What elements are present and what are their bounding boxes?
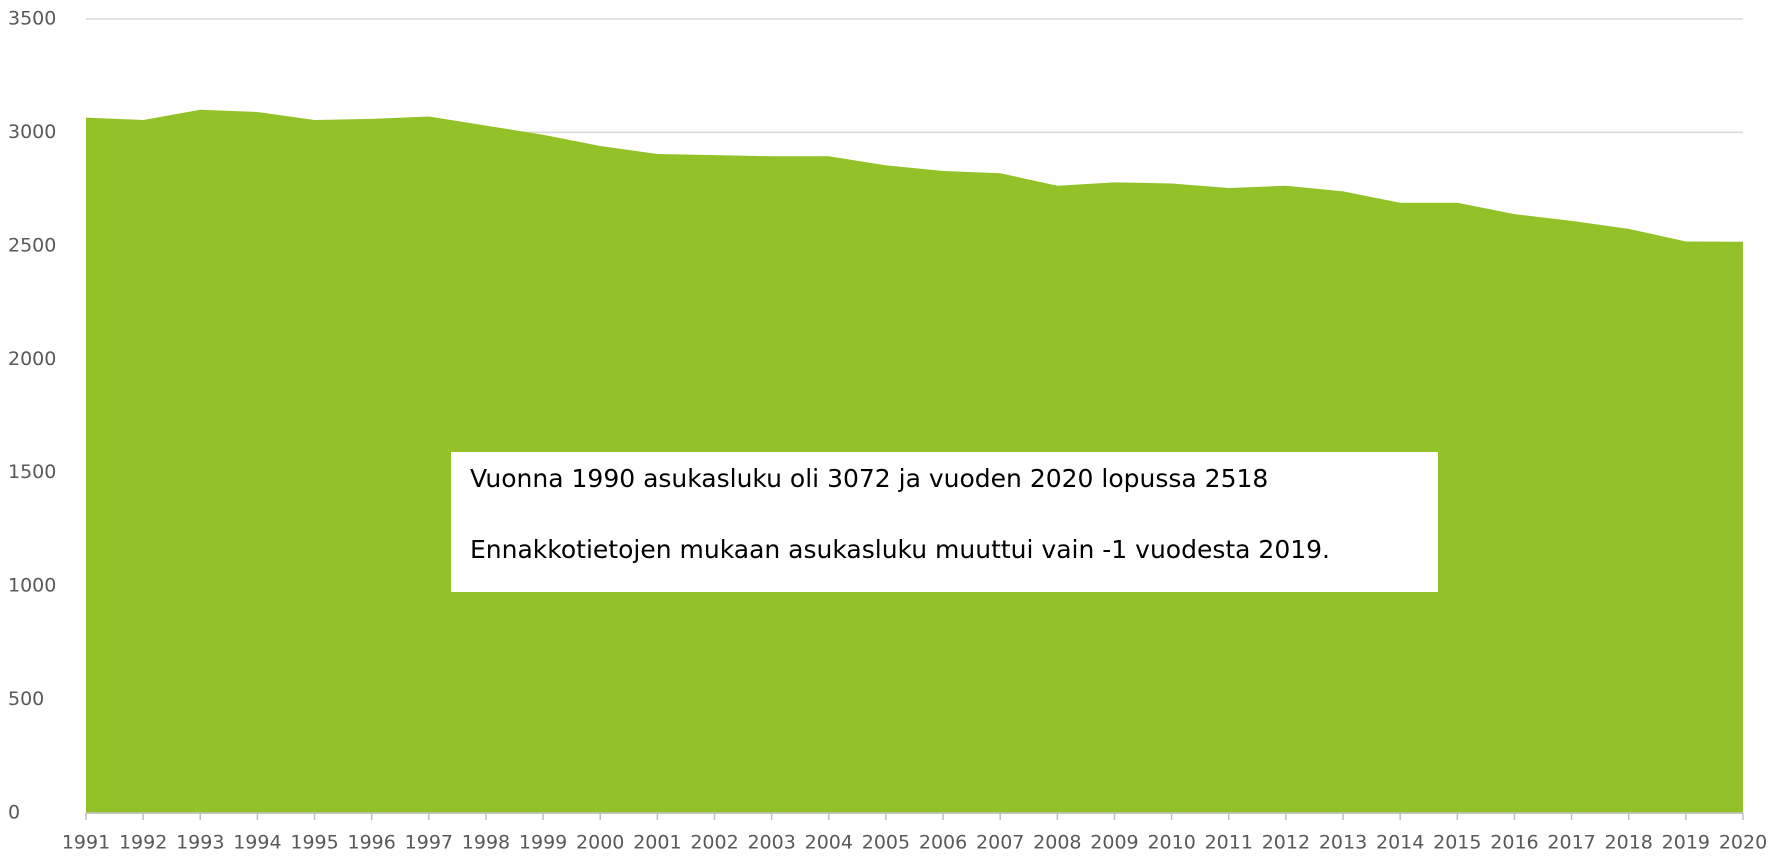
x-tick-label: 2015 <box>1433 832 1481 854</box>
x-tick-label: 1997 <box>405 832 453 854</box>
x-tick-label: 1993 <box>176 832 224 854</box>
x-tick-label: 2000 <box>576 832 624 854</box>
annotation-box <box>451 452 1438 592</box>
x-tick-label: 2014 <box>1376 832 1424 854</box>
x-tick-label: 2019 <box>1662 832 1710 854</box>
x-tick-label: 2011 <box>1205 832 1253 854</box>
x-tick-label: 2020 <box>1719 832 1767 854</box>
y-tick-label: 2000 <box>8 348 56 370</box>
x-tick-label: 2017 <box>1547 832 1595 854</box>
y-tick-label: 3000 <box>8 121 56 143</box>
x-tick-label: 2012 <box>1262 832 1310 854</box>
y-tick-label: 2500 <box>8 234 56 256</box>
x-tick-label: 1998 <box>462 832 510 854</box>
y-tick-label: 500 <box>8 688 44 710</box>
x-tick-label: 2010 <box>1147 832 1195 854</box>
x-tick-label: 2003 <box>747 832 795 854</box>
y-tick-label: 3500 <box>8 8 56 30</box>
x-tick-label: 1999 <box>519 832 567 854</box>
x-tick-label: 1991 <box>62 832 110 854</box>
x-tick-label: 2013 <box>1319 832 1367 854</box>
x-tick-label: 2016 <box>1490 832 1538 854</box>
x-tick-label: 1992 <box>119 832 167 854</box>
y-tick-label: 0 <box>8 802 20 824</box>
x-tick-label: 1996 <box>348 832 396 854</box>
y-tick-label: 1000 <box>8 575 56 597</box>
y-tick-label: 1500 <box>8 461 56 483</box>
x-tick-label: 2005 <box>862 832 910 854</box>
annotation: Vuonna 1990 asukasluku oli 3072 ja vuode… <box>470 464 1268 493</box>
x-tick-label: 2001 <box>633 832 681 854</box>
x-tick-label: 2004 <box>805 832 853 854</box>
x-tick-label: 2006 <box>919 832 967 854</box>
x-tick-label: 2002 <box>690 832 738 854</box>
annotation: Ennakkotietojen mukaan asukasluku muuttu… <box>470 535 1330 564</box>
x-tick-label: 2008 <box>1033 832 1081 854</box>
x-tick-label: 2007 <box>976 832 1024 854</box>
x-tick-label: 1994 <box>233 832 281 854</box>
x-tick-label: 1995 <box>290 832 338 854</box>
x-tick-label: 2009 <box>1090 832 1138 854</box>
x-tick-label: 2018 <box>1605 832 1653 854</box>
